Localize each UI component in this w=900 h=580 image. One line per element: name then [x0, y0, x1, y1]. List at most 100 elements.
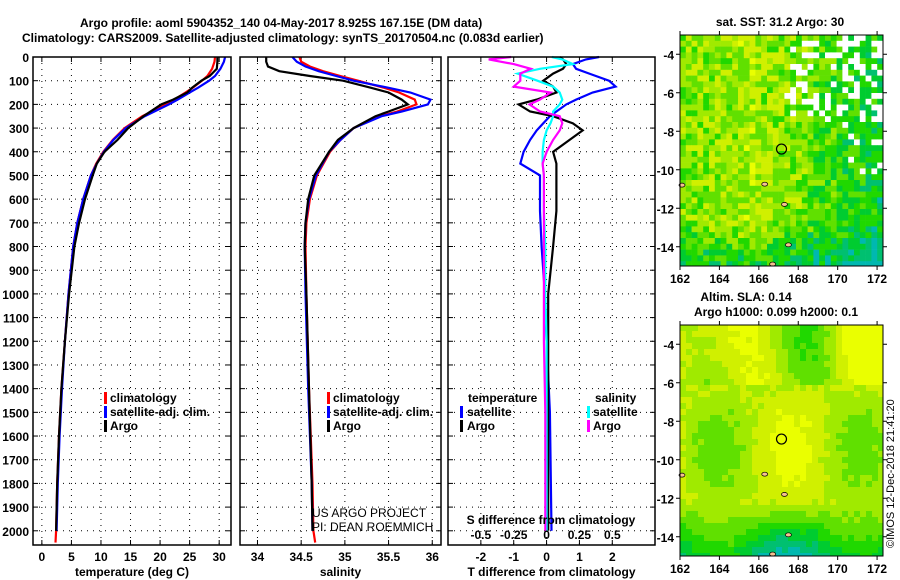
map-pixel — [860, 427, 867, 434]
map-pixel — [728, 385, 735, 392]
map-pixel — [770, 451, 777, 458]
map-pixel — [796, 180, 803, 187]
map-pixel — [716, 391, 723, 398]
map-pixel — [860, 481, 867, 488]
map-pixel — [784, 203, 791, 210]
map-pixel — [848, 203, 855, 210]
map-pixel — [818, 505, 825, 512]
map-pixel — [830, 232, 837, 239]
map-pixel — [860, 391, 867, 398]
map-pixel — [872, 427, 879, 434]
cloud-pixel — [796, 64, 803, 71]
map-pixel — [738, 93, 745, 100]
map-pixel — [800, 343, 807, 350]
map-pixel — [749, 98, 756, 105]
map-pixel — [807, 185, 814, 192]
map-pixel — [714, 93, 721, 100]
map-pixel — [703, 122, 710, 129]
map-pixel — [680, 174, 687, 181]
map-pixel — [860, 385, 867, 392]
map-pixel — [800, 433, 807, 440]
map-pixel — [784, 238, 791, 245]
map-pixel — [778, 197, 785, 204]
map-pixel — [830, 46, 837, 53]
map-pixel — [807, 214, 814, 221]
map-pixel — [698, 487, 705, 494]
map-pixel — [709, 168, 716, 175]
map-pixel — [746, 331, 753, 338]
map-pixel — [812, 331, 819, 338]
map-pixel — [732, 214, 739, 221]
map-pixel — [824, 475, 831, 482]
map-pixel — [866, 361, 873, 368]
map-pixel — [782, 385, 789, 392]
map-pixel — [692, 415, 699, 422]
map-pixel — [755, 203, 762, 210]
map-pixel — [877, 191, 884, 198]
map-pixel — [722, 361, 729, 368]
map-pixel — [749, 58, 756, 65]
map-pixel — [761, 122, 768, 129]
map-pixel — [680, 385, 687, 392]
map-pixel — [758, 553, 765, 557]
map-pixel — [866, 517, 873, 524]
map-pixel — [764, 529, 771, 536]
cloud-pixel — [877, 162, 884, 169]
map-pixel — [842, 451, 849, 458]
map-pixel — [877, 214, 884, 221]
map-pixel — [878, 475, 884, 482]
map-pixel — [871, 249, 878, 256]
map-pixel — [740, 475, 747, 482]
map-pixel — [794, 481, 801, 488]
map-pixel — [848, 331, 855, 338]
map-pixel — [738, 139, 745, 146]
map-pixel — [784, 98, 791, 105]
map-pixel — [848, 214, 855, 221]
map-pixel — [772, 139, 779, 146]
map-pixel — [865, 116, 872, 123]
map-pixel — [848, 127, 855, 134]
map-pixel — [722, 493, 729, 500]
map-pixel — [692, 331, 699, 338]
map-pixel — [778, 139, 785, 146]
map-pixel — [801, 191, 808, 198]
map-pixel — [872, 373, 879, 380]
map-pixel — [825, 168, 832, 175]
map-pixel — [709, 139, 716, 146]
map-pixel — [796, 139, 803, 146]
map-pixel — [758, 439, 765, 446]
map-pixel — [692, 361, 699, 368]
map-pixel — [714, 243, 721, 250]
map-pixel — [830, 145, 837, 152]
map-pixel — [767, 162, 774, 169]
map-pixel — [796, 174, 803, 181]
map-pixel — [755, 93, 762, 100]
map-pixel — [734, 385, 741, 392]
map-pixel — [784, 162, 791, 169]
map-pixel — [824, 361, 831, 368]
map-pixel — [848, 439, 855, 446]
map-pixel — [818, 487, 825, 494]
cloud-pixel — [854, 81, 861, 88]
map-pixel — [788, 361, 795, 368]
map-pixel — [782, 349, 789, 356]
map-pixel — [836, 397, 843, 404]
map-pixel — [755, 168, 762, 175]
map-pixel — [830, 541, 837, 548]
x2-tick-label: -0.5 — [471, 528, 492, 542]
map-pixel — [818, 367, 825, 374]
map-pixel — [764, 349, 771, 356]
map-pixel — [830, 349, 837, 356]
y-tick-label: 800 — [9, 241, 29, 255]
map-pixel — [836, 69, 843, 76]
map-pixel — [806, 523, 813, 530]
map-pixel — [710, 325, 717, 332]
map-pixel — [697, 209, 704, 216]
map-pixel — [764, 457, 771, 464]
map-pixel — [767, 151, 774, 158]
cloud-pixel — [859, 110, 867, 117]
map-pixel — [714, 69, 721, 76]
map-pixel — [859, 133, 866, 140]
map-pixel — [800, 457, 807, 464]
map-pixel — [819, 156, 826, 163]
